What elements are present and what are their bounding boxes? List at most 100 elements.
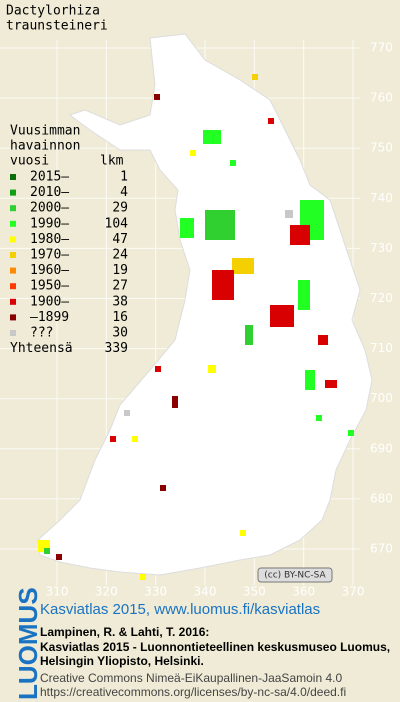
dot: [348, 430, 354, 436]
dot: [203, 130, 221, 144]
legend-swatch: [10, 236, 16, 243]
dot: [245, 325, 253, 345]
legend-swatch: [10, 330, 16, 336]
dot: [180, 218, 194, 238]
y-label: 700: [370, 391, 393, 405]
x-label: 320: [95, 585, 118, 599]
legend-heading: vuosi: [10, 154, 49, 169]
dot: [232, 258, 254, 274]
y-label: 720: [370, 291, 393, 305]
legend-label: 1900–: [30, 294, 69, 309]
x-label: 310: [46, 585, 69, 599]
dot: [132, 436, 138, 442]
dot: [325, 380, 337, 388]
x-label: 360: [292, 585, 315, 599]
observation-dots: [38, 74, 354, 580]
y-label: 670: [370, 542, 393, 556]
y-label: 750: [370, 141, 393, 155]
dot: [208, 365, 216, 373]
total-count: 339: [105, 341, 128, 356]
legend-label: 1970–: [30, 248, 69, 263]
dot: [270, 305, 294, 327]
y-label: 730: [370, 241, 393, 255]
legend-count: 47: [112, 232, 128, 247]
legend-count: 24: [112, 248, 128, 263]
citation: Kasviatlas 2015 - Luonnontieteellinen ke…: [40, 640, 390, 654]
legend-count: 1: [120, 170, 128, 185]
legend-count: 19: [112, 263, 128, 278]
cc-badge-box: [257, 567, 333, 583]
citation: Lampinen, R. & Lahti, T. 2016:: [40, 625, 209, 639]
dot: [56, 554, 62, 560]
dot: [290, 225, 310, 245]
y-label: 690: [370, 441, 393, 455]
cc-badge: (cc) BY-NC-SA: [264, 571, 326, 581]
logo: LUOMUS: [13, 587, 43, 700]
legend-count: 38: [112, 294, 128, 309]
y-label: 770: [370, 41, 393, 55]
dot: [154, 94, 160, 100]
x-label: 370: [342, 585, 365, 599]
dot: [252, 74, 258, 80]
legend-count: 104: [105, 216, 129, 231]
species-name: traunsteineri: [6, 19, 108, 34]
dot: [285, 210, 293, 218]
legend-swatch: [10, 252, 16, 258]
dot: [124, 410, 130, 416]
legend-label: 2000–: [30, 201, 69, 216]
legend-count-heading: lkm: [100, 154, 124, 169]
legend-swatch: [10, 205, 16, 212]
dot: [140, 574, 146, 580]
legend-swatch: [10, 220, 16, 227]
license: Creative Commons Nimeä-EiKaupallinen-Jaa…: [40, 671, 342, 685]
y-label: 710: [370, 341, 393, 355]
legend-label: 1950–: [30, 279, 69, 294]
dot: [268, 118, 274, 124]
legend-swatch: [10, 314, 16, 321]
legend-label: 2015–: [30, 170, 69, 185]
legend-label: 1980–: [30, 232, 69, 247]
legend-count: 27: [112, 279, 128, 294]
legend-swatch: [10, 267, 16, 274]
x-coordinate-labels: 310 320 330 340 350 360 370: [46, 585, 365, 599]
dot: [44, 548, 50, 554]
footer-link[interactable]: Kasviatlas 2015, www.luomus.fi/kasviatla…: [40, 601, 320, 618]
legend-label: –1899: [30, 310, 69, 325]
total-label: Yhteensä: [10, 341, 73, 356]
legend-label: 1990–: [30, 216, 69, 231]
dot: [155, 366, 161, 372]
y-label: 760: [370, 91, 393, 105]
x-label: 340: [194, 585, 217, 599]
legend-count: 16: [112, 310, 128, 325]
legend-swatch: [10, 298, 16, 305]
license-url[interactable]: https://creativecommons.org/licenses/by-…: [40, 685, 346, 699]
legend-count: 29: [112, 201, 128, 216]
dot: [240, 530, 246, 536]
y-label: 680: [370, 491, 393, 505]
dot: [298, 280, 310, 310]
legend-swatch: [10, 189, 16, 196]
y-label: 740: [370, 191, 393, 205]
citation: Helsingin Yliopisto, Helsinki.: [40, 654, 204, 668]
dot: [212, 270, 234, 300]
dot: [160, 485, 166, 491]
legend-count: 30: [112, 326, 128, 341]
y-coordinate-labels: 770 760 750 740 730 720 710 700 690 680 670: [370, 41, 393, 556]
legend-count: 4: [120, 185, 128, 200]
species-name: Dactylorhiza: [6, 4, 100, 19]
dot: [172, 396, 178, 408]
dot: [110, 436, 116, 442]
x-label: 330: [144, 585, 167, 599]
x-label: 350: [243, 585, 266, 599]
dot: [318, 335, 328, 345]
legend-swatch: [10, 283, 16, 290]
legend-label: ???: [30, 326, 53, 341]
dot: [205, 210, 235, 240]
dot: [305, 370, 315, 390]
legend-label: 2010–: [30, 185, 69, 200]
legend-heading: Vuusimman: [10, 124, 80, 139]
legend-swatch: [10, 174, 16, 180]
dot: [316, 415, 322, 421]
